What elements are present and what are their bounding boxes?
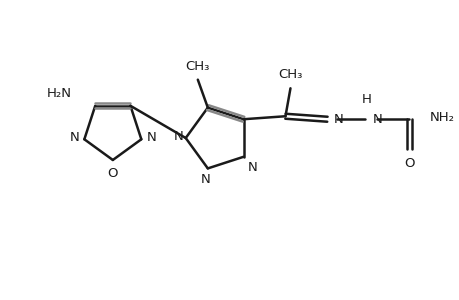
Text: N: N: [371, 113, 381, 126]
Text: N: N: [174, 130, 183, 142]
Text: N: N: [247, 161, 257, 174]
Text: N: N: [69, 131, 79, 144]
Text: N: N: [146, 131, 156, 144]
Text: H₂N: H₂N: [46, 87, 71, 100]
Text: H: H: [361, 93, 370, 106]
Text: N: N: [201, 173, 210, 186]
Text: CH₃: CH₃: [185, 60, 210, 73]
Text: O: O: [107, 167, 118, 180]
Text: CH₃: CH₃: [278, 68, 302, 81]
Text: NH₂: NH₂: [428, 111, 453, 124]
Text: O: O: [403, 157, 414, 170]
Text: N: N: [333, 113, 342, 126]
